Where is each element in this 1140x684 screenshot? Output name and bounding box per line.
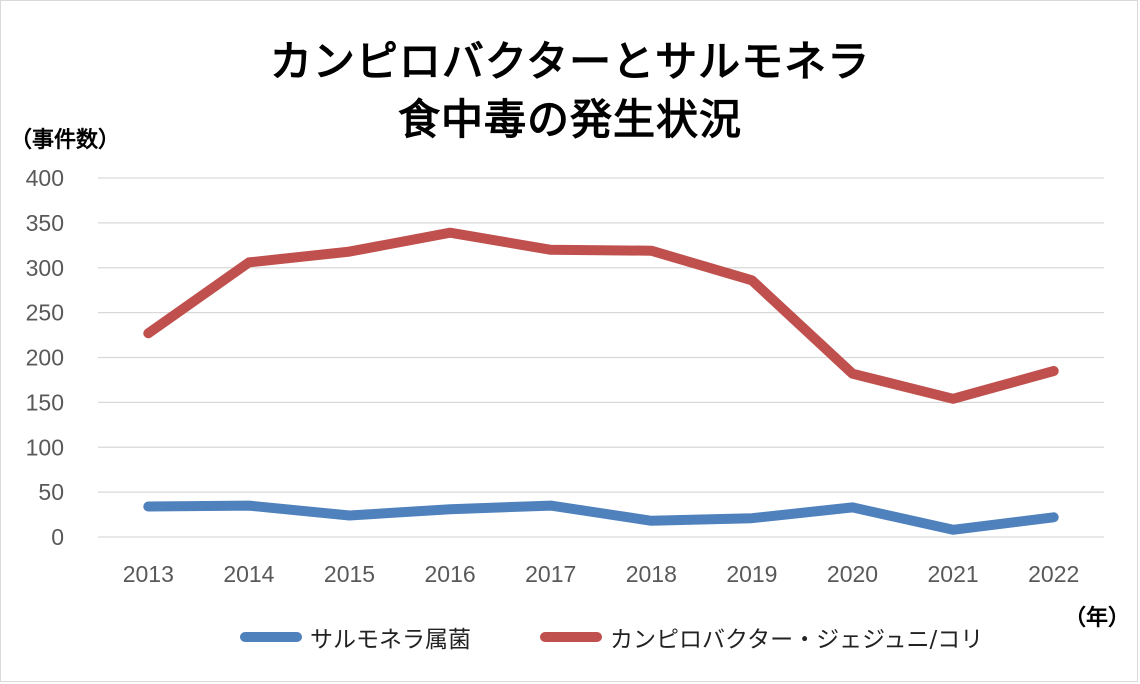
x-tick-label-2015: 2015 <box>324 561 375 587</box>
legend-item-campylobacter: カンピロバクター・ジェジュニ/コリ <box>540 620 983 654</box>
legend-swatch-campylobacter <box>540 632 602 642</box>
x-tick-label-2022: 2022 <box>1028 561 1079 587</box>
data-point-s0-2017 <box>548 503 553 508</box>
data-point-s0-2022 <box>1051 515 1056 520</box>
x-axis-label: （年） <box>1064 606 1131 631</box>
series-line-0 <box>143 500 1059 535</box>
series-line-1 <box>143 227 1059 404</box>
data-point-s0-2019 <box>749 516 754 521</box>
x-tick-label-2016: 2016 <box>425 561 476 587</box>
x-tick-label-2018: 2018 <box>626 561 677 587</box>
legend-item-salmonella: サルモネラ属菌 <box>240 620 471 654</box>
legend-swatch-salmonella <box>240 632 302 642</box>
chart-title-line1: カンピロバクターとサルモネラ <box>269 37 871 86</box>
y-tick-label-150: 150 <box>26 389 64 415</box>
data-point-s0-2018 <box>649 518 654 523</box>
data-point-s0-2014 <box>246 503 251 508</box>
data-point-s1-2013 <box>146 331 151 336</box>
y-tick-label-200: 200 <box>26 345 64 371</box>
data-point-s1-2017 <box>548 247 553 252</box>
data-point-s0-2021 <box>951 527 956 532</box>
y-tick-label-300: 300 <box>26 255 64 281</box>
y-tick-label-50: 50 <box>38 479 64 505</box>
data-point-s0-2020 <box>850 505 855 510</box>
x-tick-label-2014: 2014 <box>223 561 274 587</box>
x-tick-label-2020: 2020 <box>827 561 878 587</box>
data-point-s1-2016 <box>448 230 453 235</box>
data-point-s0-2013 <box>146 504 151 509</box>
chart-title-line2: 食中毒の発生状況 <box>397 95 742 144</box>
data-point-s1-2022 <box>1051 368 1056 373</box>
data-point-s1-2019 <box>749 278 754 283</box>
y-axis-label: （事件数） <box>10 128 121 153</box>
data-point-s1-2015 <box>347 249 352 254</box>
y-tick-label-0: 0 <box>51 524 64 550</box>
y-tick-label-400: 400 <box>26 165 64 191</box>
x-tick-label-2021: 2021 <box>928 561 979 587</box>
data-point-s1-2021 <box>951 396 956 401</box>
data-point-s1-2020 <box>850 371 855 376</box>
x-tick-label-2019: 2019 <box>726 561 777 587</box>
y-tick-label-350: 350 <box>26 210 64 236</box>
x-tick-label-2013: 2013 <box>123 561 174 587</box>
legend-label-salmonella: サルモネラ属菌 <box>310 627 471 653</box>
data-point-s1-2018 <box>649 248 654 253</box>
legend-label-campylobacter: カンピロバクター・ジェジュニ/コリ <box>610 627 984 653</box>
data-point-s0-2015 <box>347 513 352 518</box>
y-tick-label-100: 100 <box>26 434 64 460</box>
y-tick-label-250: 250 <box>26 300 64 326</box>
x-tick-label-2017: 2017 <box>525 561 576 587</box>
data-point-s0-2016 <box>448 507 453 512</box>
data-point-s1-2014 <box>246 260 251 265</box>
